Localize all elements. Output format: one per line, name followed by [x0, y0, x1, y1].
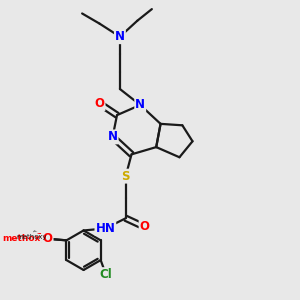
- Text: methoxy: methoxy: [2, 234, 46, 243]
- Text: HN: HN: [95, 222, 115, 235]
- Text: O: O: [34, 232, 44, 245]
- Text: N: N: [115, 30, 125, 43]
- Text: O: O: [94, 97, 105, 110]
- Text: N: N: [108, 130, 118, 143]
- Text: N: N: [135, 98, 145, 112]
- Text: S: S: [122, 169, 130, 183]
- Text: methoxy: methoxy: [16, 234, 47, 240]
- Text: O: O: [140, 220, 150, 233]
- Text: Cl: Cl: [100, 268, 112, 281]
- Text: O: O: [43, 232, 52, 245]
- Text: O: O: [42, 232, 52, 245]
